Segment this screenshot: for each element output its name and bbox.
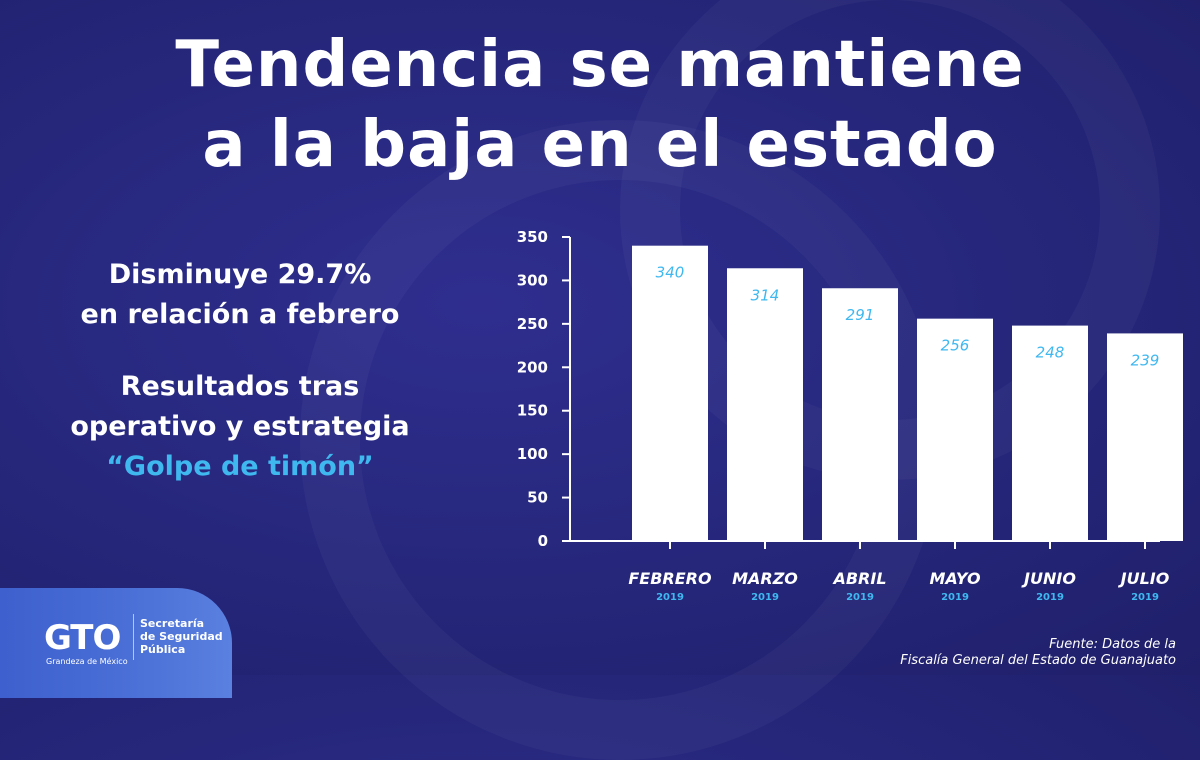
strategy-name: “Golpe de timón” <box>106 451 374 482</box>
bar <box>822 288 898 541</box>
data-label: 340 <box>656 264 685 282</box>
bar-chart: 0 50 100 150 200 250 300 350 340 FEBRERO 2019 314 MA… <box>517 228 1183 603</box>
bar <box>727 268 803 541</box>
agency-line-3: Pública <box>140 643 186 656</box>
source-line-1: Fuente: Datos de la <box>1049 637 1176 652</box>
x-tick-label: MAYO <box>929 569 980 588</box>
x-tick-sublabel: 2019 <box>656 592 684 603</box>
y-tick-label: 250 <box>517 315 548 333</box>
bar <box>632 245 708 541</box>
x-tick-label: ABRIL <box>831 569 886 588</box>
data-label: 314 <box>751 286 780 304</box>
bar <box>1012 325 1088 541</box>
y-tick-label: 350 <box>517 228 548 246</box>
data-label: 291 <box>846 306 875 324</box>
strategy-text-2: operativo y estrategia <box>70 411 410 442</box>
x-tick-sublabel: 2019 <box>846 592 874 603</box>
gto-logo: GTO <box>44 618 121 658</box>
highlight-percentage: Disminuye 29.7% <box>108 259 372 290</box>
agency-line-1: Secretaría <box>140 617 205 630</box>
y-tick-label: 0 <box>538 532 548 550</box>
y-tick-label: 300 <box>517 271 548 289</box>
x-tick-sublabel: 2019 <box>1036 592 1064 603</box>
agency-line-2: de Seguridad <box>140 630 223 643</box>
y-tick-label: 100 <box>517 445 548 463</box>
x-tick-label: JUNIO <box>1021 569 1076 588</box>
y-tick-label: 50 <box>527 489 548 507</box>
bar <box>1107 333 1183 541</box>
gto-logo-subtext: Grandeza de México <box>46 657 128 666</box>
bar <box>917 318 993 541</box>
x-tick-label: FEBRERO <box>628 569 712 588</box>
y-tick-label: 150 <box>517 402 548 420</box>
data-label: 248 <box>1036 344 1065 362</box>
logo-divider <box>133 614 134 660</box>
x-tick-label: MARZO <box>732 569 798 588</box>
data-label: 239 <box>1131 351 1160 369</box>
agency-name: Secretaría de Seguridad Pública <box>140 617 240 656</box>
highlight-subtext: en relación a febrero <box>80 299 400 330</box>
x-tick-sublabel: 2019 <box>1131 592 1159 603</box>
source-line-2: Fiscalía General del Estado de Guanajuat… <box>900 653 1176 668</box>
x-tick-sublabel: 2019 <box>751 592 779 603</box>
title-line-2: a la baja en el estado <box>202 108 998 182</box>
strategy-text-1: Resultados tras <box>120 371 360 402</box>
x-tick-label: JULIO <box>1118 569 1170 588</box>
data-label: 256 <box>941 337 970 355</box>
x-tick-sublabel: 2019 <box>941 592 969 603</box>
y-tick-label: 200 <box>517 358 548 376</box>
title-line-1: Tendencia se mantiene <box>175 28 1025 102</box>
